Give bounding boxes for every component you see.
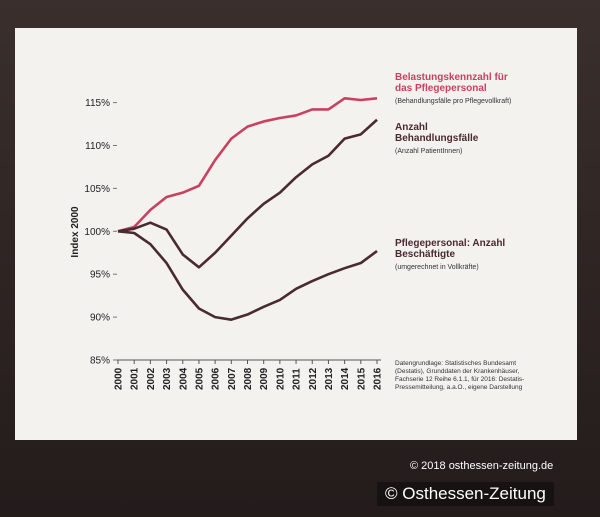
x-tick-label: 2016 <box>373 367 384 390</box>
x-tick-label: 2004 <box>178 367 189 390</box>
x-tick-label: 2005 <box>194 367 205 390</box>
series-label: Anzahl Behandlungsfälle (Anzahl PatientIn… <box>395 122 485 157</box>
x-tick-label: 2000 <box>114 367 125 390</box>
y-tick-label: 105% <box>84 184 110 195</box>
y-tick-label: 110% <box>85 141 110 152</box>
series-name: Anzahl Behandlungsfälle <box>395 122 479 144</box>
watermark: © 2018 osthessen-zeitung.de <box>410 460 554 472</box>
series-line <box>117 229 378 321</box>
series-note: (umgerechnet in Vollkräfte) <box>395 264 479 271</box>
x-tick-label: 2003 <box>162 367 173 390</box>
x-tick-label: 2013 <box>324 367 335 390</box>
y-axis-label: Index 2000 <box>70 206 81 258</box>
y-tick-label: 90% <box>90 313 110 324</box>
y-tick-label: 85% <box>90 356 110 367</box>
y-tick-label: 100% <box>84 227 110 238</box>
y-tick-label: 115% <box>85 98 110 109</box>
series-name: Belastungskennzahl für das Pflegepersona… <box>395 72 508 94</box>
x-tick-label: 2015 <box>356 367 367 390</box>
series-name: Pflegepersonal: Anzahl Beschäftigte <box>395 238 506 260</box>
x-tick-label: 2006 <box>211 367 222 390</box>
series-label: Belastungskennzahl für das Pflegepersona… <box>395 72 520 107</box>
x-tick-label: 2007 <box>227 367 238 390</box>
x-tick-label: 2014 <box>340 367 351 390</box>
series-line <box>117 96 378 233</box>
x-tick-label: 2008 <box>243 367 254 390</box>
series-line <box>117 118 378 269</box>
x-tick-label: 2009 <box>259 367 270 390</box>
x-tick-label: 2011 <box>292 368 303 390</box>
x-tick-label: 2012 <box>308 367 319 390</box>
x-tick-label: 2002 <box>146 367 157 390</box>
x-tick-label: 2001 <box>130 367 141 390</box>
y-tick-label: 95% <box>90 270 110 281</box>
watermark: © Osthessen-Zeitung <box>377 482 554 506</box>
series-note: (Anzahl PatientInnen) <box>395 148 463 155</box>
projection-screen <box>15 28 577 440</box>
source-note: Datengrundlage: Statistisches Bundesamt … <box>395 360 525 391</box>
series-note: (Behandlungsfälle pro Pflegevollkraft) <box>395 98 512 105</box>
x-tick-label: 2010 <box>275 367 286 390</box>
series-label: Pflegepersonal: Anzahl Beschäftigte (umge… <box>395 238 515 273</box>
